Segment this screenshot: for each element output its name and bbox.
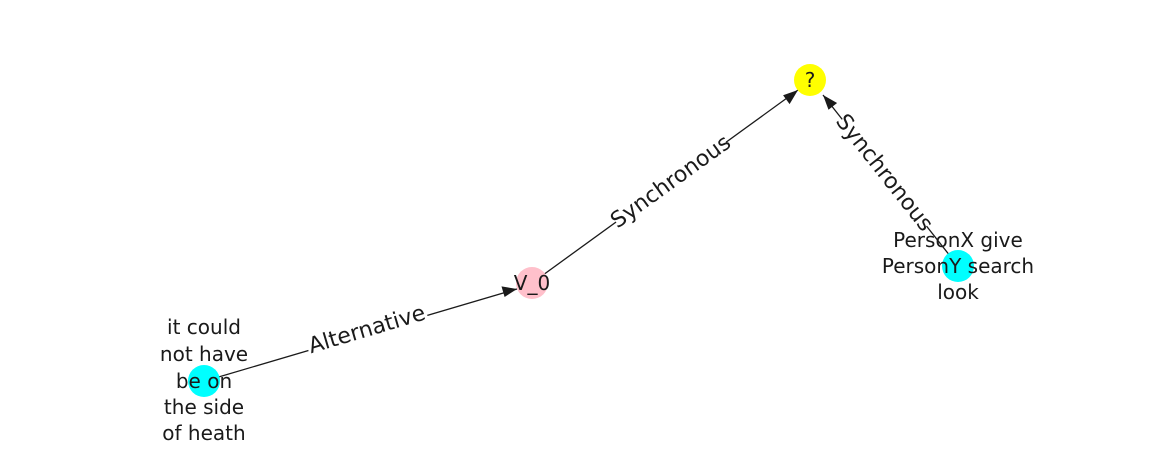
node-label-line: the side (164, 395, 244, 419)
node-label-line: of heath (162, 421, 245, 445)
edge-label-background (830, 110, 938, 236)
node-label-heath: it could not have be on the side of heat… (160, 315, 248, 445)
node-label-line: PersonY search (882, 254, 1034, 278)
edge-label-background (607, 130, 735, 234)
edge-label-background (303, 298, 431, 362)
node-label-v0: V_0 (514, 271, 550, 295)
node-personx (942, 250, 974, 282)
node-label-personx: PersonX give PersonY search look (882, 228, 1034, 304)
node-v0 (516, 267, 548, 299)
arrowhead-icon (823, 95, 838, 110)
arrowhead-icon (501, 286, 517, 297)
edge-label-text: Alternative (306, 301, 429, 359)
arrowhead-icon (783, 90, 798, 105)
node-label-line: PersonX give (893, 228, 1023, 252)
edge-label-synchronous-personx: Synchronous (830, 110, 938, 237)
edge-label-text: Synchronous (830, 110, 938, 237)
node-label-line: look (937, 280, 979, 304)
node-label-line: be on (176, 369, 232, 393)
edge-label-synchronous-v0: Synchronous (606, 130, 736, 234)
node-question (794, 64, 826, 96)
node-label-line: not have (160, 342, 248, 366)
edge-label-text: Synchronous (606, 130, 736, 233)
edge-label-alternative: Alternative (303, 298, 431, 362)
node-label-line: it could (167, 315, 241, 339)
node-label-question: ? (805, 68, 816, 92)
node-heath (188, 365, 220, 397)
